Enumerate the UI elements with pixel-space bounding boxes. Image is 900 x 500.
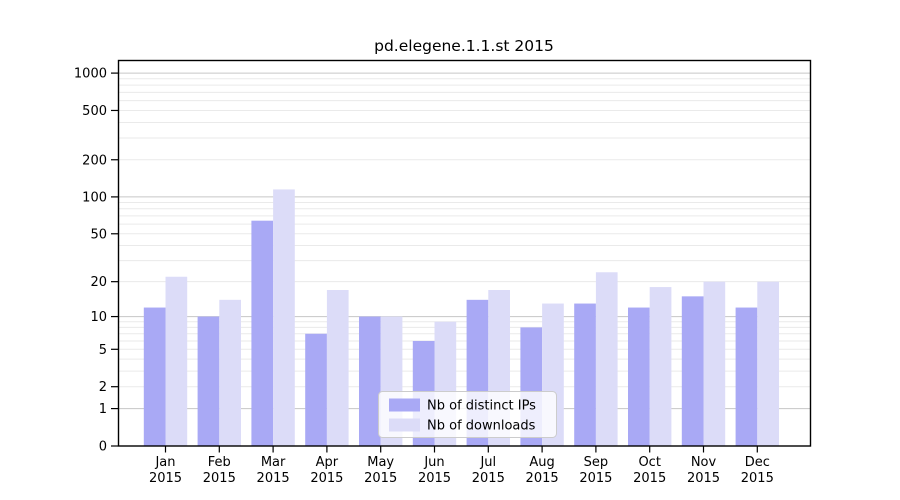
- x-tick-label-year: 2015: [526, 471, 559, 486]
- nb-of-downloads-bar-dec: [757, 281, 779, 446]
- y-tick-label: 500: [82, 104, 107, 119]
- legend-swatch-downloads-icon: [389, 418, 420, 432]
- legend-label-downloads: Nb of downloads: [427, 419, 536, 434]
- chart-title: pd.elegene.1.1.st 2015: [374, 37, 554, 55]
- x-tick-label-year: 2015: [418, 471, 451, 486]
- nb-of-distinct-ips-bar-oct: [628, 307, 650, 446]
- x-tick-label-month: Aug: [529, 455, 554, 470]
- y-tick-label: 200: [82, 153, 107, 168]
- y-tick-label: 100: [82, 190, 107, 205]
- nb-of-downloads-bar-mar: [273, 189, 295, 447]
- nb-of-distinct-ips-bar-may: [359, 316, 381, 446]
- y-tick-label: 0: [99, 440, 107, 455]
- x-tick-label-month: Mar: [261, 455, 286, 470]
- nb-of-distinct-ips-bar-feb: [197, 316, 220, 446]
- y-tick-label: 5: [99, 343, 107, 358]
- x-tick-label-month: Jan: [154, 455, 175, 470]
- x-tick-label-month: May: [367, 455, 394, 470]
- legend: Nb of distinct IPs Nb of downloads: [378, 391, 557, 438]
- y-tick-label: 1: [99, 402, 107, 417]
- nb-of-distinct-ips-bar-mar: [251, 220, 274, 446]
- legend-label-distinct-ips: Nb of distinct IPs: [427, 399, 536, 414]
- x-tick-label-month: Jul: [479, 455, 496, 470]
- legend-swatch-distinct-ips-icon: [389, 398, 420, 412]
- nb-of-downloads-bar-apr: [326, 289, 349, 446]
- axes: 01251020501002005001000Jan2015Feb2015Mar…: [74, 67, 774, 486]
- nb-of-distinct-ips-bar-dec: [735, 307, 758, 446]
- x-tick-label-year: 2015: [472, 471, 505, 486]
- nb-of-distinct-ips-bar-sep: [574, 303, 596, 446]
- y-tick-label: 50: [90, 227, 107, 242]
- x-tick-label-month: Apr: [316, 455, 339, 470]
- x-tick-label-year: 2015: [203, 471, 236, 486]
- x-tick-label-year: 2015: [579, 471, 612, 486]
- nb-of-distinct-ips-bar-apr: [305, 333, 327, 446]
- y-tick-label: 1000: [74, 67, 107, 82]
- x-tick-label-month: Oct: [638, 455, 660, 470]
- x-tick-label-month: Sep: [584, 455, 609, 470]
- x-tick-label-year: 2015: [687, 471, 720, 486]
- x-tick-label-month: Feb: [208, 455, 231, 470]
- nb-of-downloads-bar-jan: [165, 276, 188, 446]
- x-tick-label-month: Jun: [423, 455, 444, 470]
- y-tick-label: 10: [90, 310, 107, 325]
- legend-box: [378, 391, 557, 438]
- nb-of-distinct-ips-bar-jan: [143, 307, 166, 446]
- x-tick-label-year: 2015: [310, 471, 343, 486]
- x-tick-label-year: 2015: [741, 471, 774, 486]
- x-tick-label-year: 2015: [364, 471, 397, 486]
- nb-of-downloads-bar-nov: [703, 281, 726, 446]
- y-tick-label: 20: [90, 275, 107, 290]
- x-tick-label-month: Nov: [691, 455, 717, 470]
- plot-border: [117, 59, 812, 447]
- x-tick-label-month: Dec: [745, 455, 770, 470]
- nb-of-distinct-ips-bar-nov: [681, 296, 704, 446]
- nb-of-downloads-bar-oct: [649, 287, 672, 446]
- nb-of-downloads-bar-sep: [595, 272, 618, 446]
- x-tick-label-year: 2015: [633, 471, 666, 486]
- x-tick-label-year: 2015: [257, 471, 290, 486]
- nb-of-downloads-bar-feb: [219, 299, 241, 446]
- x-tick-label-year: 2015: [149, 471, 182, 486]
- y-tick-label: 2: [99, 380, 107, 395]
